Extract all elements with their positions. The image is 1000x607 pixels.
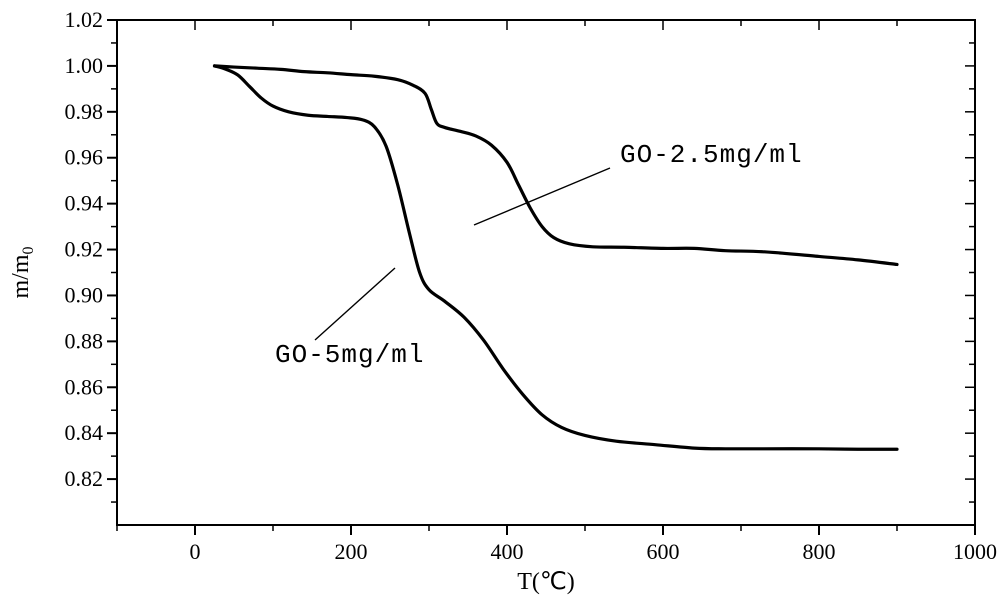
leader-GO-2.5mg/ml xyxy=(474,168,610,225)
x-tick-label: 200 xyxy=(335,539,368,564)
chart-svg: 0 200 400 600 800 1000 0.82 0.84 0.86 0.88 0.90 0.9… xyxy=(0,0,1000,607)
y-tick-label: 1.00 xyxy=(65,53,104,78)
y-axis-title-group: m/m0 xyxy=(8,246,37,298)
tga-chart: 0 200 400 600 800 1000 0.82 0.84 0.86 0.88 0.90 0.9… xyxy=(0,0,1000,607)
y-tick-label: 0.92 xyxy=(65,237,104,262)
y-tick-label: 0.96 xyxy=(65,145,104,170)
x-tick-label: 600 xyxy=(647,539,680,564)
y-axis-title: m/m0 xyxy=(8,246,37,298)
y-tick-label: 1.02 xyxy=(65,7,104,32)
y-tick-label: 0.86 xyxy=(65,374,104,399)
series-label-GO-5mg/ml: GO-5mg/ml xyxy=(275,340,424,370)
x-axis-title: T(℃) xyxy=(517,569,575,595)
series-label-GO-2.5mg/ml: GO-2.5mg/ml xyxy=(620,140,803,170)
y-tick-label: 0.94 xyxy=(65,191,104,216)
y-tick-label: 0.88 xyxy=(65,328,104,353)
y-tick-label: 0.82 xyxy=(65,466,104,491)
x-tick-label: 0 xyxy=(190,539,201,564)
y-tick-label: 0.98 xyxy=(65,99,104,124)
series-GO-5mg/ml xyxy=(215,66,898,449)
x-tick-label: 400 xyxy=(491,539,524,564)
y-tick-label: 0.90 xyxy=(65,282,104,307)
x-tick-label: 800 xyxy=(803,539,836,564)
leader-GO-5mg/ml xyxy=(315,268,395,340)
y-tick-label: 0.84 xyxy=(65,420,104,445)
x-tick-label: 1000 xyxy=(953,539,997,564)
